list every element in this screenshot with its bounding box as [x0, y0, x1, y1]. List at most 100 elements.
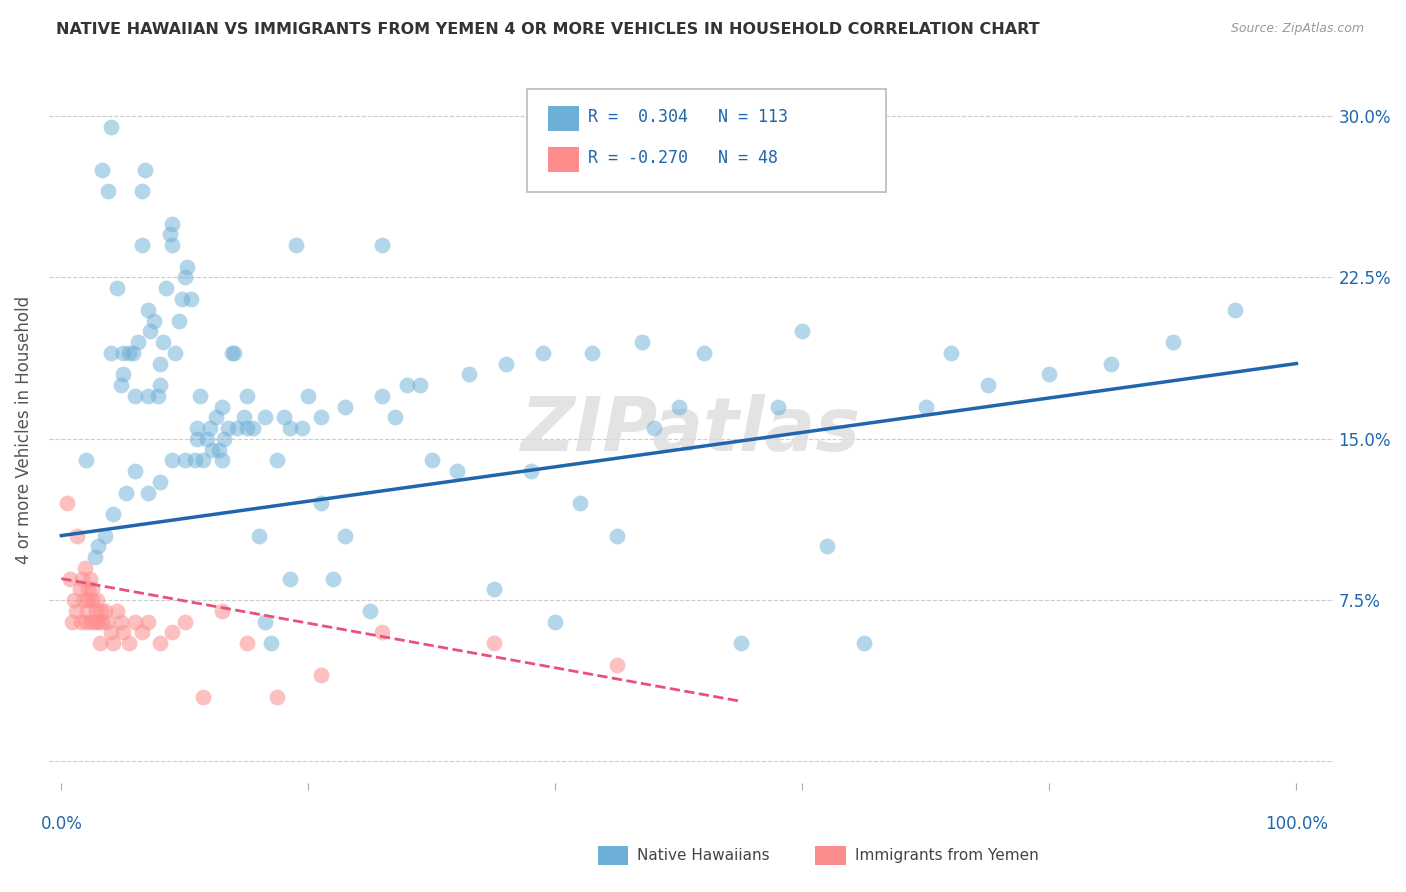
Point	[581, 345, 603, 359]
Point	[193, 453, 215, 467]
Point	[278, 572, 301, 586]
Point	[217, 421, 239, 435]
Point	[112, 625, 135, 640]
Point	[211, 453, 233, 467]
Point	[66, 528, 89, 542]
Point	[446, 464, 468, 478]
Point	[73, 561, 96, 575]
Point	[172, 292, 194, 306]
Point	[136, 389, 159, 403]
Point	[939, 345, 962, 359]
Point	[91, 163, 114, 178]
Point	[72, 593, 94, 607]
Point	[122, 345, 145, 359]
Point	[235, 421, 257, 435]
Point	[77, 582, 100, 597]
Text: Native Hawaiians: Native Hawaiians	[637, 848, 769, 863]
Point	[606, 528, 628, 542]
Point	[70, 615, 93, 629]
Point	[193, 690, 215, 704]
Point	[266, 453, 288, 467]
Point	[149, 636, 172, 650]
Point	[242, 421, 264, 435]
Point	[143, 313, 166, 327]
Point	[173, 270, 195, 285]
Point	[643, 421, 665, 435]
Point	[136, 485, 159, 500]
Point	[180, 292, 202, 306]
Point	[90, 604, 112, 618]
Point	[371, 625, 394, 640]
Point	[162, 625, 184, 640]
Point	[65, 604, 87, 618]
Point	[124, 464, 146, 478]
Point	[62, 593, 84, 607]
Point	[322, 572, 344, 586]
Point	[76, 604, 98, 618]
Point	[112, 345, 135, 359]
Point	[335, 400, 357, 414]
Point	[266, 690, 288, 704]
Point	[335, 528, 357, 542]
Point	[204, 410, 226, 425]
Point	[82, 593, 104, 607]
Point	[75, 615, 97, 629]
Point	[495, 357, 517, 371]
Point	[56, 496, 79, 510]
Point	[87, 540, 110, 554]
Point	[89, 636, 111, 650]
Point	[149, 378, 172, 392]
Point	[77, 593, 100, 607]
Point	[72, 572, 94, 586]
Point	[162, 453, 184, 467]
Point	[103, 636, 125, 650]
Text: NATIVE HAWAIIAN VS IMMIGRANTS FROM YEMEN 4 OR MORE VEHICLES IN HOUSEHOLD CORRELA: NATIVE HAWAIIAN VS IMMIGRANTS FROM YEMEN…	[56, 22, 1040, 37]
Point	[235, 636, 257, 650]
Point	[79, 572, 101, 586]
Point	[730, 636, 752, 650]
Point	[420, 453, 443, 467]
Point	[273, 410, 295, 425]
Point	[482, 636, 505, 650]
Point	[87, 615, 110, 629]
Point	[159, 227, 181, 242]
Point	[173, 615, 195, 629]
Point	[254, 410, 277, 425]
Point	[221, 345, 243, 359]
Point	[792, 324, 814, 338]
Point	[162, 238, 184, 252]
Point	[211, 604, 233, 618]
Point	[84, 604, 107, 618]
Point	[531, 345, 554, 359]
Point	[668, 400, 690, 414]
Point	[247, 528, 270, 542]
Point	[118, 345, 141, 359]
Point	[105, 281, 128, 295]
Text: R =  0.304   N = 113: R = 0.304 N = 113	[588, 108, 787, 126]
Point	[167, 313, 190, 327]
Point	[853, 636, 876, 650]
Point	[1099, 357, 1122, 371]
Point	[692, 345, 714, 359]
Y-axis label: 4 or more Vehicles in Household: 4 or more Vehicles in Household	[15, 296, 32, 565]
Point	[235, 389, 257, 403]
Point	[815, 540, 838, 554]
Point	[309, 496, 332, 510]
Point	[124, 389, 146, 403]
Point	[80, 615, 103, 629]
Point	[100, 345, 122, 359]
Point	[976, 378, 998, 392]
Point	[186, 432, 208, 446]
Point	[254, 615, 277, 629]
Point	[112, 368, 135, 382]
Point	[173, 453, 195, 467]
Point	[201, 442, 224, 457]
Point	[915, 400, 938, 414]
Point	[482, 582, 505, 597]
Point	[136, 302, 159, 317]
Point	[766, 400, 789, 414]
Point	[384, 410, 406, 425]
Point	[606, 657, 628, 672]
Point	[188, 389, 211, 403]
Point	[110, 615, 132, 629]
